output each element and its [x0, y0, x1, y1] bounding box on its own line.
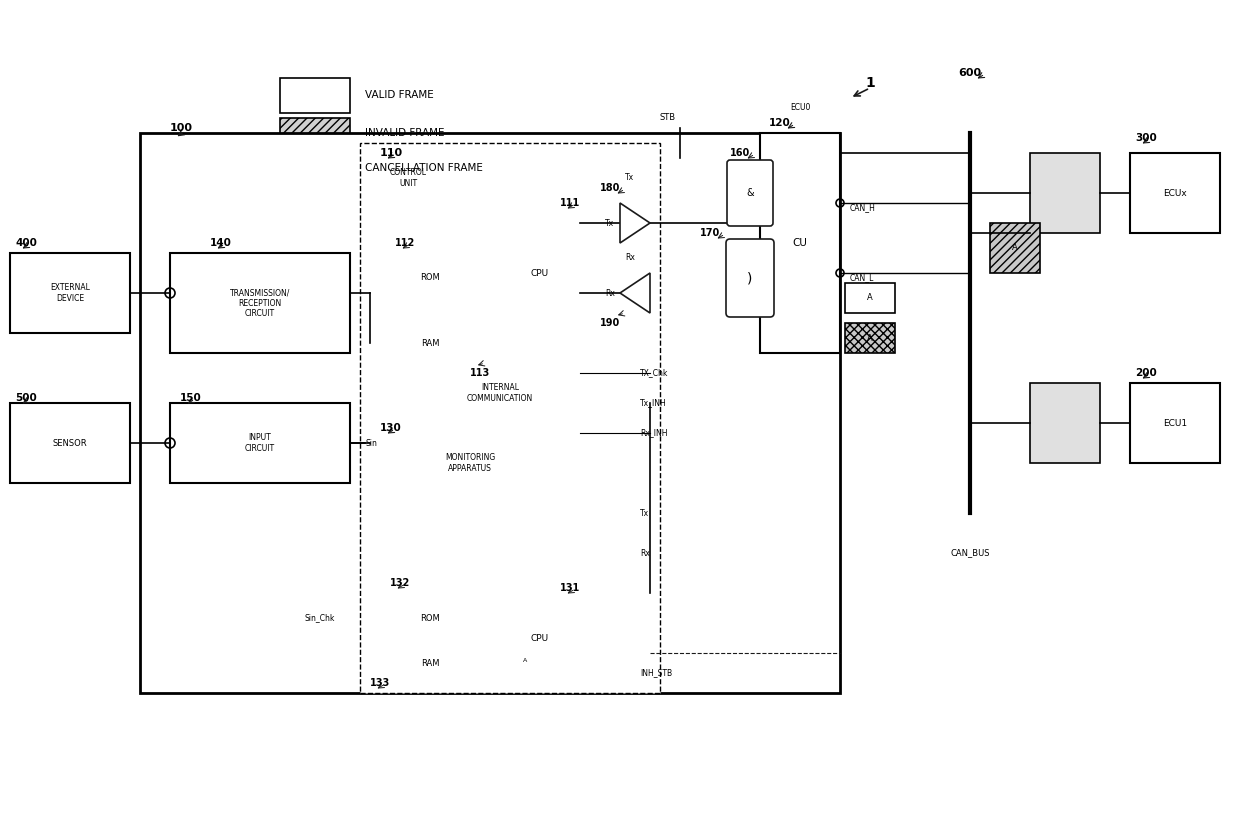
Text: Tx_INH: Tx_INH	[640, 398, 667, 407]
FancyBboxPatch shape	[391, 253, 470, 303]
FancyBboxPatch shape	[500, 213, 580, 333]
Text: 190: 190	[600, 318, 620, 328]
Text: Sin_Chk: Sin_Chk	[305, 614, 335, 623]
Text: 133: 133	[370, 678, 391, 688]
FancyBboxPatch shape	[360, 143, 660, 693]
Text: RAM: RAM	[420, 659, 439, 667]
Text: CONTROL
UNIT: CONTROL UNIT	[391, 168, 427, 188]
Text: 170: 170	[699, 228, 720, 238]
Text: CAN_L: CAN_L	[849, 273, 874, 282]
Text: SENSOR: SENSOR	[52, 438, 87, 447]
Polygon shape	[620, 203, 650, 243]
Text: Rx_INH: Rx_INH	[640, 428, 667, 437]
FancyBboxPatch shape	[1030, 383, 1100, 463]
Text: A: A	[1012, 244, 1018, 253]
Text: CAN_BUS: CAN_BUS	[950, 549, 990, 558]
Text: Tx: Tx	[640, 508, 649, 518]
Text: Rx: Rx	[640, 549, 650, 558]
FancyBboxPatch shape	[370, 433, 650, 683]
Text: 131: 131	[560, 583, 580, 593]
Text: Tx: Tx	[625, 173, 634, 182]
Text: CPU: CPU	[531, 633, 549, 642]
Text: &: &	[746, 188, 754, 198]
FancyBboxPatch shape	[1130, 153, 1220, 233]
FancyBboxPatch shape	[10, 403, 130, 483]
FancyBboxPatch shape	[10, 253, 130, 333]
Text: INPUT
CIRCUIT: INPUT CIRCUIT	[246, 433, 275, 453]
Text: 1: 1	[866, 76, 875, 90]
Text: INH_STB: INH_STB	[640, 668, 672, 677]
FancyBboxPatch shape	[280, 78, 350, 113]
Text: Tx: Tx	[605, 219, 614, 228]
Text: ECU1: ECU1	[1163, 419, 1187, 428]
Polygon shape	[620, 273, 650, 313]
Text: Sin: Sin	[365, 438, 377, 447]
FancyBboxPatch shape	[990, 223, 1040, 273]
Text: 500: 500	[15, 393, 37, 403]
Text: 120: 120	[769, 118, 791, 128]
Text: INVALID FRAME: INVALID FRAME	[365, 128, 444, 138]
Text: 112: 112	[396, 238, 415, 248]
Text: RAM: RAM	[420, 338, 439, 347]
Text: EXTERNAL
DEVICE: EXTERNAL DEVICE	[50, 283, 91, 302]
Text: A: A	[867, 333, 873, 342]
FancyBboxPatch shape	[170, 403, 350, 483]
FancyBboxPatch shape	[391, 593, 470, 643]
Text: CAN_H: CAN_H	[849, 203, 875, 212]
Text: VALID FRAME: VALID FRAME	[365, 90, 434, 101]
FancyBboxPatch shape	[844, 323, 895, 353]
FancyBboxPatch shape	[280, 118, 350, 148]
Text: Rx: Rx	[605, 289, 615, 298]
Text: 180: 180	[600, 183, 620, 193]
Text: 113: 113	[470, 368, 490, 378]
FancyBboxPatch shape	[844, 283, 895, 313]
Text: 111: 111	[560, 198, 580, 208]
Text: 150: 150	[180, 393, 202, 403]
Text: ROM: ROM	[420, 273, 440, 282]
Text: 130: 130	[379, 423, 402, 433]
Text: A: A	[523, 658, 527, 663]
Text: CANCELLATION FRAME: CANCELLATION FRAME	[365, 163, 482, 173]
FancyBboxPatch shape	[391, 648, 470, 678]
FancyBboxPatch shape	[727, 160, 773, 226]
Text: TRANSMISSION/
RECEPTION
CIRCUIT: TRANSMISSION/ RECEPTION CIRCUIT	[229, 288, 290, 318]
Text: TX_Chk: TX_Chk	[640, 368, 668, 377]
FancyBboxPatch shape	[505, 645, 546, 675]
FancyBboxPatch shape	[370, 153, 610, 413]
Text: ECU0: ECU0	[790, 103, 811, 112]
Text: 600: 600	[959, 68, 982, 78]
Text: INTERNAL
COMMUNICATION: INTERNAL COMMUNICATION	[467, 383, 533, 402]
Text: MONITORING
APPARATUS: MONITORING APPARATUS	[445, 454, 495, 472]
FancyBboxPatch shape	[500, 598, 580, 678]
Text: 110: 110	[379, 148, 403, 158]
Text: 132: 132	[391, 578, 410, 588]
FancyBboxPatch shape	[391, 318, 470, 368]
Text: 300: 300	[1135, 133, 1157, 143]
Text: ROM: ROM	[420, 614, 440, 623]
FancyBboxPatch shape	[725, 239, 774, 317]
Text: 200: 200	[1135, 368, 1157, 378]
FancyBboxPatch shape	[140, 133, 839, 693]
FancyBboxPatch shape	[280, 153, 350, 183]
FancyBboxPatch shape	[170, 253, 350, 353]
Text: Rx: Rx	[625, 254, 635, 263]
Text: 140: 140	[210, 238, 232, 248]
Text: 100: 100	[170, 123, 193, 133]
FancyBboxPatch shape	[760, 133, 839, 353]
Text: 400: 400	[15, 238, 37, 248]
Text: STB: STB	[660, 114, 676, 123]
Text: 160: 160	[730, 148, 750, 158]
Text: CPU: CPU	[531, 268, 549, 277]
Text: CU: CU	[792, 238, 807, 248]
FancyBboxPatch shape	[1130, 383, 1220, 463]
Text: A: A	[867, 293, 873, 302]
FancyBboxPatch shape	[1030, 153, 1100, 233]
Text: ECUx: ECUx	[1163, 189, 1187, 198]
Text: ): )	[748, 271, 753, 285]
